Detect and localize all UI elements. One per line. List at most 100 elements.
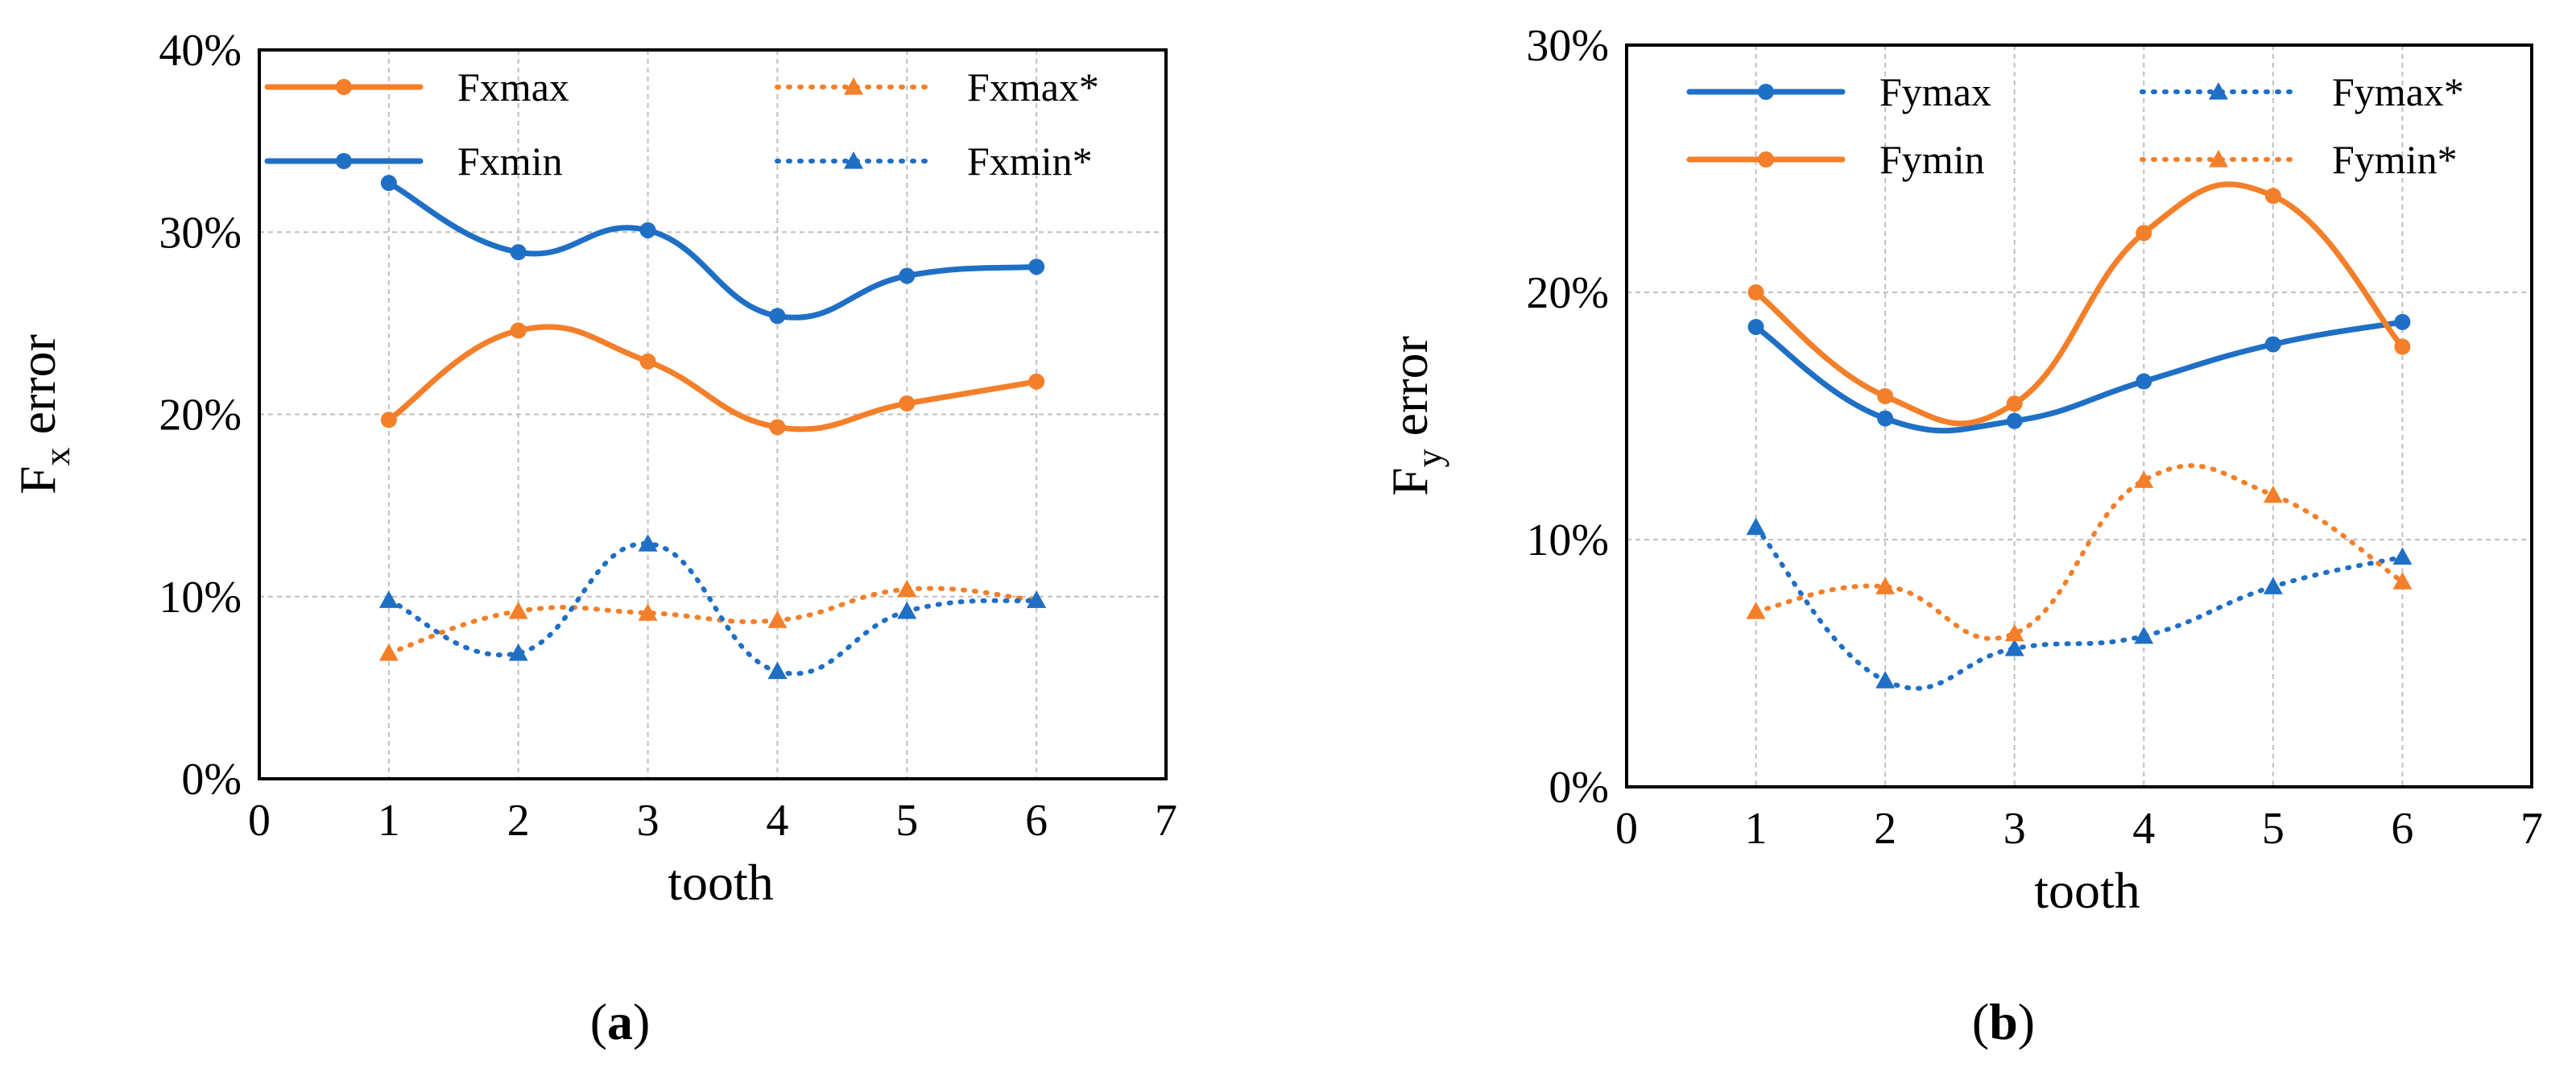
y-tick-label: 10%	[159, 573, 242, 623]
legend-label: Fxmin	[457, 139, 563, 184]
data-point	[1875, 577, 1896, 594]
chart-panel-a: 0 1 2 3 4 5 6 7 0% 10% 20% 30% 40% tooth Fx error Fxmax…	[9, 26, 1177, 1050]
y-axis-title-main: F	[9, 466, 66, 495]
panel-caption-letter: b	[1989, 993, 2018, 1050]
gridlines	[259, 50, 1166, 779]
legend-label: Fymax	[1879, 69, 1991, 114]
data-point	[1746, 517, 1766, 536]
y-tick-label: 30%	[1526, 21, 1609, 71]
series-fymin	[1747, 181, 2411, 427]
data-point	[639, 353, 656, 370]
y-axis-title: Fx error	[9, 334, 77, 495]
legend-item: Fymax*	[2140, 69, 2464, 114]
panel-caption: (a)	[590, 993, 651, 1050]
y-axis-title-rest: error	[1381, 336, 1438, 449]
x-tick-label: 5	[2262, 804, 2284, 854]
legend-label: Fxmax*	[967, 64, 1099, 110]
x-tick-label: 1	[378, 796, 400, 846]
gridlines	[1627, 45, 2532, 787]
data-point	[1028, 259, 1045, 275]
y-axis-title-rest: error	[9, 334, 66, 447]
legend-marker	[1758, 151, 1774, 168]
data-point	[769, 308, 786, 325]
x-tick-label: 5	[895, 796, 918, 846]
x-tick-label: 7	[2520, 804, 2543, 854]
series-line	[386, 541, 1040, 677]
legend-item: Fymin*	[2140, 137, 2458, 182]
y-axis-title-sub: y	[1408, 449, 1449, 467]
data-point	[2264, 188, 2281, 205]
x-tick-label: 2	[507, 796, 530, 846]
legend-label: Fymin*	[2332, 137, 2458, 182]
y-tick-label: 20%	[1526, 268, 1609, 318]
data-point	[2134, 626, 2154, 644]
x-axis-title: tooth	[2034, 862, 2140, 919]
legend-item: Fxmax	[264, 64, 569, 110]
data-point	[1747, 284, 1764, 300]
data-point	[1746, 602, 1766, 619]
legend-label: Fymax*	[2332, 69, 2464, 114]
y-tick-label: 10%	[1526, 515, 1609, 565]
data-point	[638, 603, 658, 621]
series-fxmax-star	[378, 579, 1047, 661]
data-point	[2392, 547, 2413, 565]
data-point	[897, 601, 917, 619]
series-fymax-star	[1746, 517, 2413, 691]
data-point	[2394, 313, 2411, 330]
data-point	[2394, 338, 2411, 355]
legend: Fxmax Fxmin Fxmax* Fxmin*	[264, 64, 1099, 184]
legend-marker	[1758, 84, 1774, 100]
series-fymin-star	[1746, 463, 2413, 642]
x-tick-label: 2	[1874, 804, 1896, 854]
data-point	[767, 661, 788, 680]
x-tick-label: 3	[637, 796, 660, 846]
series-fxmax	[380, 322, 1045, 436]
x-tick-label: 4	[2132, 804, 2155, 854]
legend-item: Fxmax*	[775, 64, 1099, 110]
x-tick-label: 0	[248, 796, 271, 846]
data-point	[378, 590, 399, 608]
y-axis-title-sub: x	[36, 447, 77, 466]
data-point	[510, 322, 527, 339]
legend-marker	[844, 151, 863, 169]
x-tick-label: 3	[2003, 804, 2026, 854]
y-tick-label: 0%	[1548, 763, 1609, 813]
legend-item: Fxmin*	[775, 139, 1093, 184]
data-point	[508, 601, 528, 619]
series-line	[1753, 319, 2405, 434]
data-point	[2004, 623, 2024, 642]
legend-label: Fymin	[1879, 137, 1985, 182]
data-point	[1875, 670, 1896, 689]
data-point	[769, 419, 786, 436]
legend-marker	[2209, 150, 2228, 168]
data-point	[380, 412, 397, 428]
plot-frame	[258, 48, 1168, 780]
data-point	[1877, 410, 1894, 427]
y-axis-title-main: F	[1381, 467, 1438, 496]
y-tick-label: 20%	[159, 391, 242, 441]
series-line	[1753, 463, 2405, 641]
data-point	[378, 643, 399, 661]
data-point	[2392, 572, 2413, 590]
data-point	[2006, 412, 2023, 429]
data-point	[2263, 485, 2283, 503]
data-point	[899, 395, 916, 412]
data-point	[2263, 577, 2283, 594]
x-tick-label: 0	[1615, 804, 1638, 854]
data-point	[2006, 395, 2023, 412]
data-point	[1028, 373, 1045, 390]
x-axis-title: tooth	[668, 854, 774, 911]
y-tick-label: 30%	[159, 208, 242, 258]
legend-label: Fxmax	[457, 64, 569, 110]
data-point	[2134, 470, 2154, 488]
legend-marker	[336, 79, 352, 95]
legend-item: Fymin	[1686, 137, 1985, 182]
panel-caption: (b)	[1972, 993, 2035, 1050]
series-fxmin	[380, 175, 1045, 325]
y-tick-label: 40%	[159, 26, 242, 76]
legend-item: Fymax	[1686, 69, 1991, 114]
x-tick-label: 6	[2391, 804, 2413, 854]
data-point	[2264, 336, 2281, 353]
series-line	[1753, 181, 2405, 427]
